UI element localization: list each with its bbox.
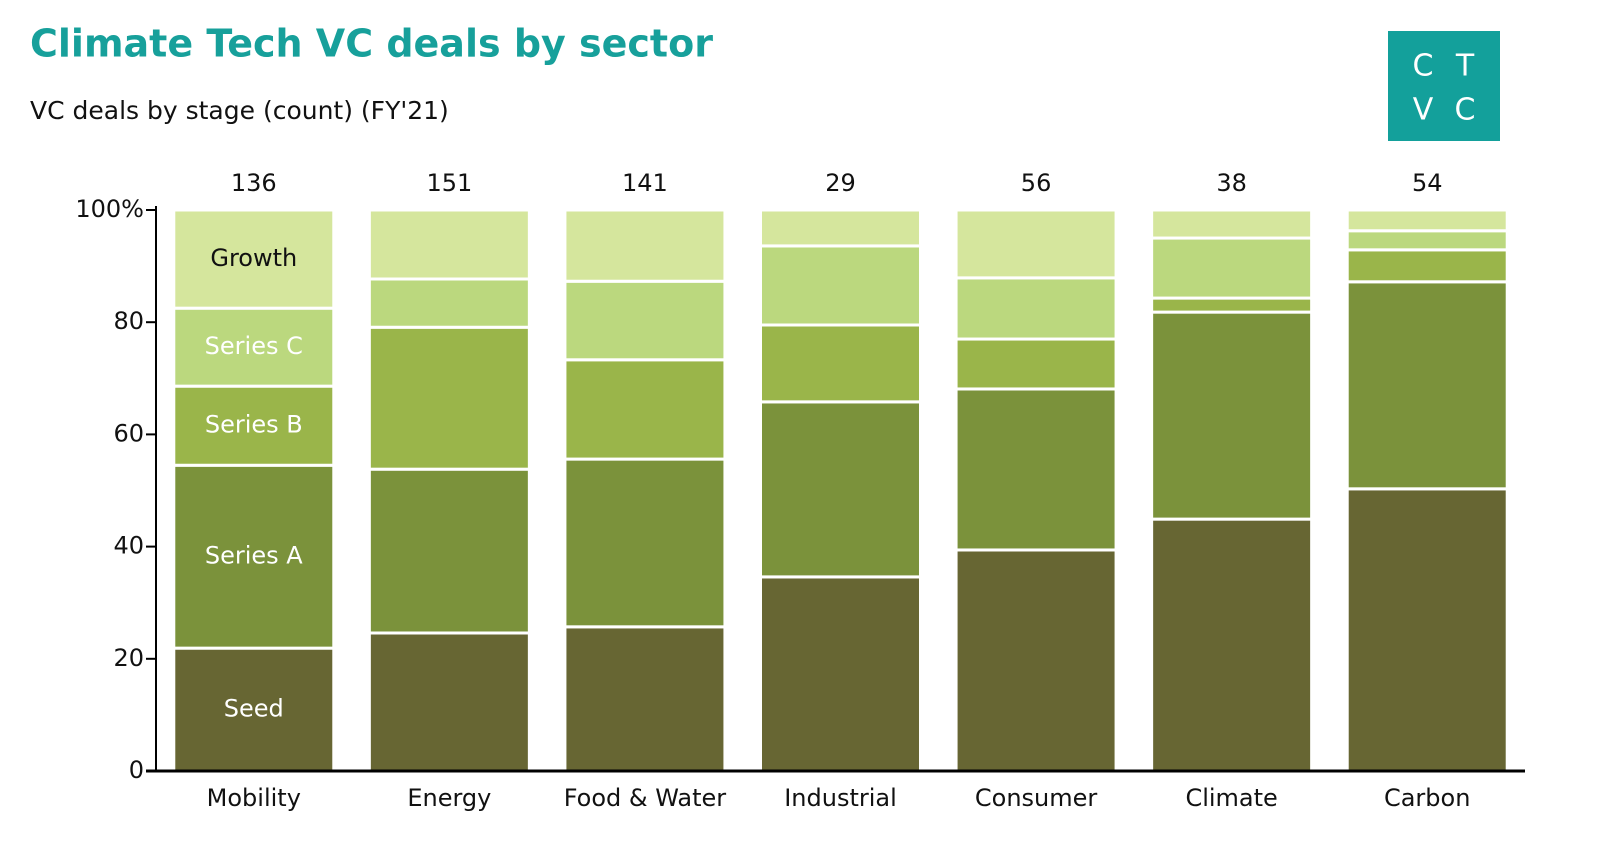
x-tick-label: Energy xyxy=(407,784,491,812)
bar-segment xyxy=(367,208,531,281)
total-label: 141 xyxy=(622,169,668,197)
y-tick-label: 60 xyxy=(113,419,144,447)
chart-title: Climate Tech VC deals by sector xyxy=(30,22,713,66)
bar-segment xyxy=(563,625,727,773)
y-tick-label: 100% xyxy=(75,195,144,223)
bar-segment xyxy=(1345,280,1509,491)
bar-segment xyxy=(759,208,922,248)
bar-segment xyxy=(759,575,922,773)
x-tick-label: Food & Water xyxy=(564,784,727,812)
bar-segment xyxy=(954,548,1118,773)
total-label: 151 xyxy=(426,169,472,197)
segment-label: Series B xyxy=(205,411,303,439)
bar-segment xyxy=(1345,248,1509,284)
bar-segment xyxy=(1150,236,1314,300)
bar-segment xyxy=(954,208,1118,280)
logo-letter: V xyxy=(1413,93,1434,128)
bar-segment xyxy=(563,358,727,461)
bar-segment xyxy=(172,463,336,650)
bar-segment xyxy=(954,387,1118,552)
bar-segment xyxy=(1150,310,1314,521)
logo-box xyxy=(1388,31,1500,141)
y-tick-label: 80 xyxy=(113,307,144,335)
y-tick-label: 40 xyxy=(113,532,144,560)
x-tick-label: Mobility xyxy=(207,784,301,812)
segment-label: Series C xyxy=(205,332,303,360)
logo-letter: T xyxy=(1455,49,1475,84)
bar-segment xyxy=(1345,229,1509,252)
total-label: 56 xyxy=(1021,169,1052,197)
bar-segment xyxy=(954,276,1118,341)
logo-letter: C xyxy=(1413,49,1434,84)
bar-segment xyxy=(172,384,336,467)
bar-segment xyxy=(759,400,922,579)
bar-segment xyxy=(367,631,531,773)
bar-segment xyxy=(759,244,922,327)
bar-segment xyxy=(1150,296,1314,314)
x-tick-label: Consumer xyxy=(975,784,1098,812)
bar-segment xyxy=(563,279,727,362)
bar-segment xyxy=(172,208,336,310)
bar-segment xyxy=(1345,208,1509,233)
bar-segment xyxy=(759,323,922,404)
bar-segment xyxy=(954,337,1118,391)
y-tick-label: 20 xyxy=(113,644,144,672)
chart-subtitle: VC deals by stage (count) (FY'21) xyxy=(30,96,449,125)
total-label: 136 xyxy=(231,169,277,197)
segment-label: Series A xyxy=(205,542,303,570)
y-tick-label: 0 xyxy=(129,756,144,784)
bar-segment xyxy=(367,467,531,635)
bar-segment xyxy=(1150,208,1314,240)
segment-label: Seed xyxy=(224,695,284,723)
bar-segment xyxy=(367,277,531,329)
total-label: 29 xyxy=(825,169,856,197)
bar-segment xyxy=(367,325,531,471)
bar-segment xyxy=(1150,517,1314,773)
bar-segment xyxy=(563,457,727,629)
segment-label: Growth xyxy=(210,244,297,272)
total-label: 54 xyxy=(1412,169,1443,197)
x-tick-label: Industrial xyxy=(784,784,897,812)
x-tick-label: Carbon xyxy=(1384,784,1470,812)
x-tick-label: Climate xyxy=(1185,784,1277,812)
bar-segment xyxy=(1345,487,1509,773)
bar-segment xyxy=(563,208,727,283)
logo-letter: C xyxy=(1455,93,1476,128)
total-label: 38 xyxy=(1216,169,1247,197)
logo: C T V C xyxy=(1388,31,1500,141)
